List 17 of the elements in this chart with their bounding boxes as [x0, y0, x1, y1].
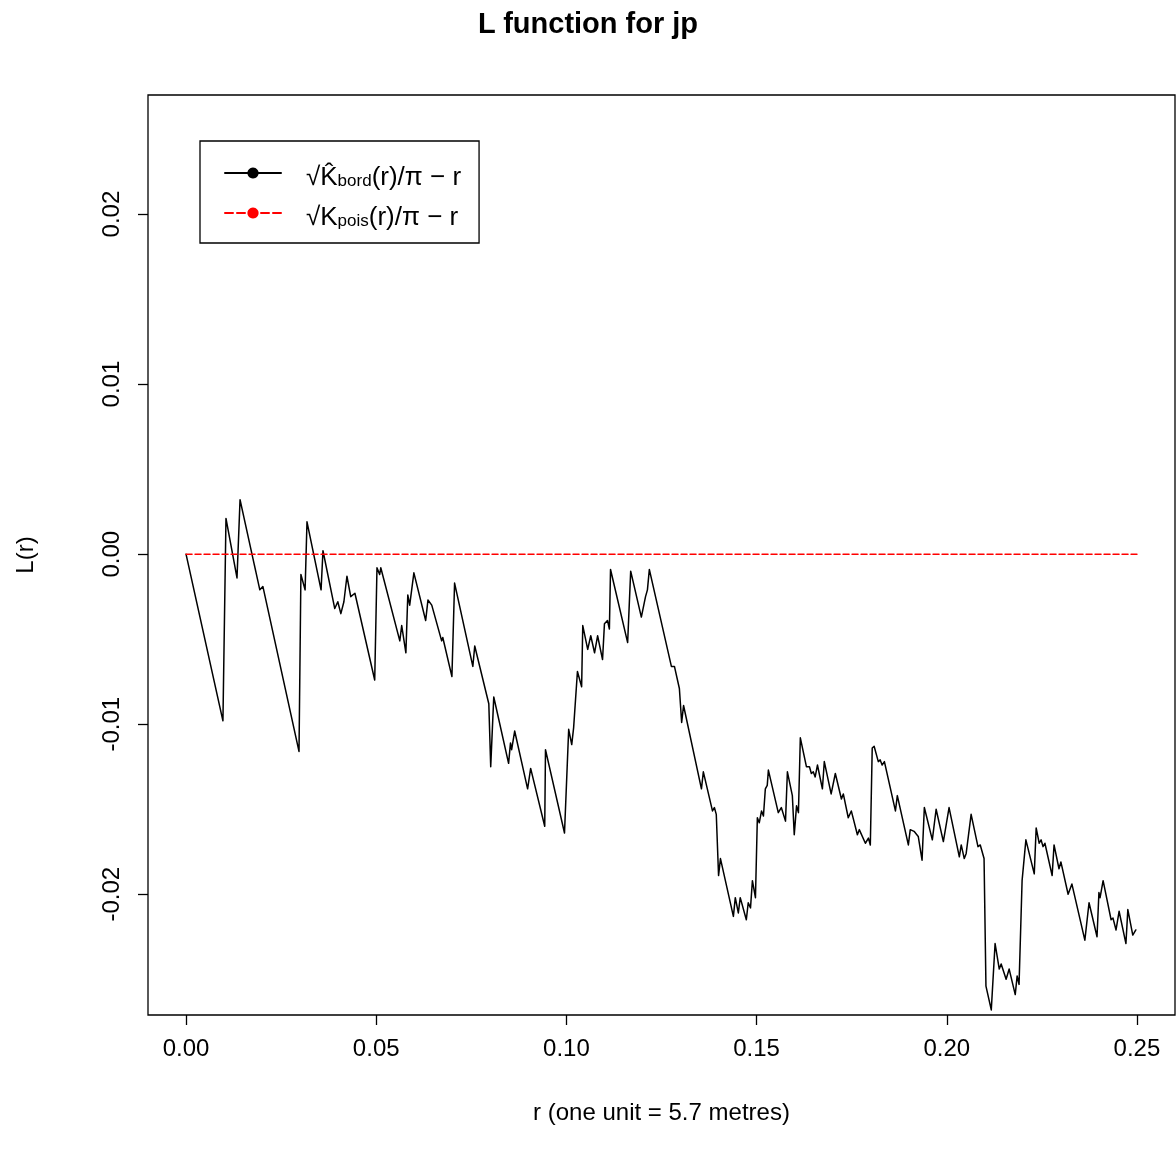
x-tick-label: 0.00 — [162, 1033, 210, 1061]
legend-label: √Kpois(r)/π − r — [306, 201, 459, 231]
x-axis-title: r (one unit = 5.7 metres) — [533, 1097, 790, 1125]
x-tick-label: 0.20 — [923, 1033, 971, 1061]
y-tick-label: -0.01 — [96, 696, 124, 752]
x-tick-label: 0.10 — [543, 1033, 590, 1061]
y-tick-label: -0.02 — [96, 866, 124, 922]
y-tick-label: 0.00 — [96, 530, 124, 578]
y-axis-title: L(r) — [10, 536, 38, 574]
x-tick-label: 0.05 — [352, 1033, 400, 1061]
x-tick-label: 0.15 — [733, 1033, 780, 1061]
legend-label: √K̂bord(r)/π − r — [306, 161, 462, 191]
y-tick-label: 0.01 — [96, 360, 124, 408]
y-tick-label: 0.02 — [96, 190, 124, 238]
x-tick-label: 0.25 — [1113, 1033, 1161, 1061]
chart-title: L function for jp — [477, 6, 699, 39]
line-series — [185, 498, 1137, 1011]
